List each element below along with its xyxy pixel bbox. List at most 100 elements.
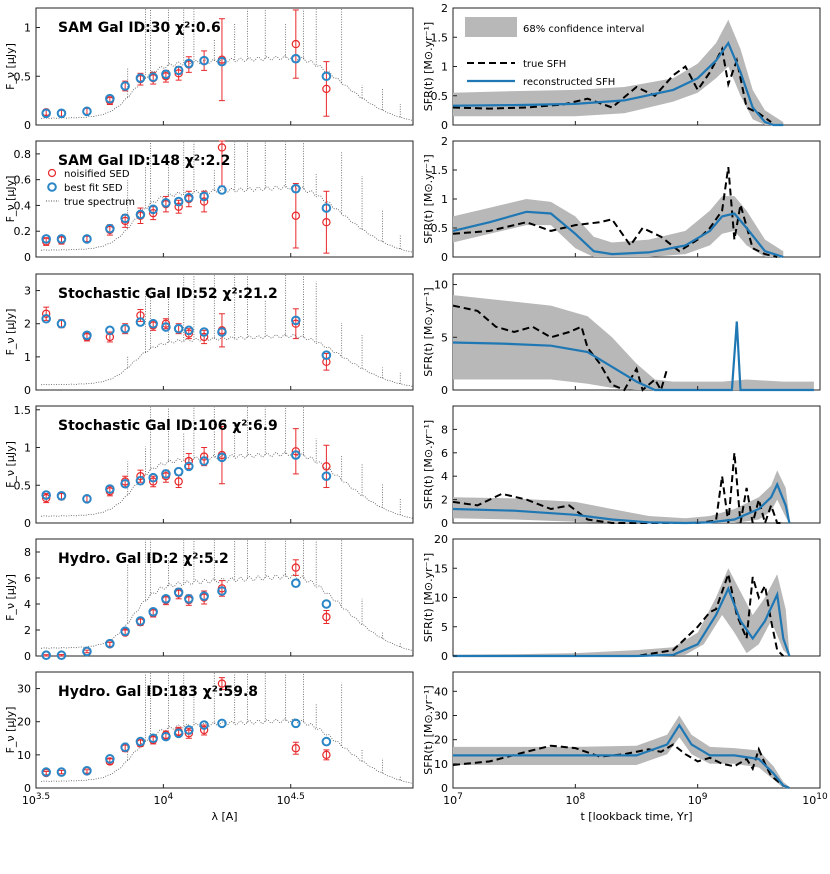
sed-panel: 0 10 20 30 Hydro. Gal ID:183 χ²:59.8 F_ν [μJy…	[4, 671, 414, 795]
confidence-band	[453, 19, 784, 126]
noisified-point	[291, 319, 301, 328]
sed-panel-title: Hydro. Gal ID:183 χ²:59.8	[58, 684, 258, 700]
sfh-ytick-label: 15	[434, 562, 448, 575]
true-spectrum-line	[41, 451, 413, 519]
noisified-point	[322, 612, 331, 622]
sed-ylabel: F_ν [μJy]	[4, 574, 17, 621]
bestfit-point	[291, 183, 301, 194]
sfh-ytick-label: 20	[434, 533, 448, 546]
sfh-ytick-label: 8	[441, 423, 448, 436]
sed-xtick-label: 104	[153, 792, 173, 807]
sed-axes-frame	[35, 7, 414, 126]
bestfit-point	[41, 490, 51, 500]
bestfit-point	[135, 616, 146, 626]
sed-ytick-label: 6	[24, 572, 31, 585]
sfh-ytick-label: 6	[441, 447, 448, 460]
sed-ytick-label: 3	[24, 285, 31, 298]
bestfit-point	[82, 765, 92, 776]
bestfit-point	[105, 325, 115, 336]
sfh-ylabel: SFR(t) [M⊙.yr⁻¹]	[422, 553, 435, 642]
sed-ytick-label: 0	[24, 517, 31, 530]
noisified-point	[291, 744, 301, 753]
bestfit-point	[173, 728, 184, 739]
noisified-point	[184, 329, 194, 338]
bestfit-point	[291, 578, 301, 589]
bestfit-point	[41, 767, 51, 777]
bestfit-point	[173, 466, 184, 477]
sed-ytick-label: 0.5	[14, 479, 32, 492]
bestfit-point	[321, 736, 332, 747]
noisified-point	[199, 332, 209, 342]
reconstructed-sfh-line	[453, 723, 790, 790]
bestfit-point	[148, 472, 158, 483]
sed-ytick-label: 2	[24, 318, 31, 331]
bestfit-point	[184, 461, 194, 472]
bestfit-point	[173, 587, 184, 598]
bestfit-point	[82, 494, 92, 504]
sed-panel: 0 0.5 1 SAM Gal ID:30 χ²:0.6 F_ν [μJy]	[4, 7, 414, 132]
noisified-point	[217, 679, 227, 688]
sed-ytick-label: 10	[17, 749, 31, 762]
bestfit-point	[184, 58, 194, 69]
sfh-ytick-label: 20	[434, 734, 448, 747]
sed-ylabel: F_ν [μJy]	[4, 441, 17, 488]
sed-ylabel: F_ν [μJy]	[4, 176, 17, 223]
bestfit-point	[56, 650, 67, 661]
bestfit-point	[161, 322, 171, 332]
sfh-xtick-label: 108	[565, 792, 585, 807]
sfh-ytick-label: 10	[434, 279, 448, 292]
bestfit-point	[217, 185, 227, 195]
sfh-legend: 68% confidence interval true SFH reconstru…	[465, 17, 644, 88]
bestfit-point	[135, 736, 146, 747]
sed-axes-frame	[35, 273, 414, 391]
bestfit-point	[321, 71, 332, 82]
sed-ytick-label: 30	[17, 683, 31, 696]
sfh-axes-frame	[452, 671, 821, 789]
sed-ylabel: F_ν [μJy]	[4, 707, 17, 754]
bestfit-point	[217, 586, 227, 596]
confidence-band	[453, 295, 814, 390]
noisified-point	[322, 462, 331, 471]
noisified-point	[291, 211, 301, 220]
x-axes: 103.5 104 104.5 107 108 109 1010 λ [A] t [lookba…	[22, 792, 828, 823]
bestfit-point	[56, 767, 67, 777]
noisified-point	[217, 143, 227, 152]
bestfit-point	[56, 108, 67, 119]
bestfit-point	[161, 594, 171, 604]
bestfit-point	[199, 191, 209, 202]
noisified-point	[174, 477, 183, 486]
bestfit-point	[82, 234, 92, 244]
bestfit-point	[217, 327, 227, 337]
bestfit-point	[161, 69, 171, 80]
noisified-point	[199, 197, 209, 206]
bestfit-point	[105, 484, 115, 494]
sed-panel-title: Hydro. Gal ID:2 χ²:5.2	[58, 551, 229, 567]
sed-ytick-label: 2	[24, 624, 31, 637]
sfh-ytick-label: 1	[441, 193, 448, 206]
sfh-ytick-label: 0	[441, 119, 448, 132]
confidence-band	[453, 196, 784, 257]
sfh-ytick-label: 1.5	[431, 164, 449, 177]
sed-panel: 0 0.2 0.4 0.6 0.8 SAM Gal ID:148 χ²:2.2 F_ν [μ…	[4, 140, 414, 264]
bestfit-point	[321, 350, 332, 361]
noisified-point	[161, 319, 171, 328]
sed-panel: 0 0.5 1 1.5 Stochastic Gal ID:106 χ²:6.9 F_ν …	[4, 404, 414, 530]
sed-ytick-label: 20	[17, 716, 31, 729]
bestfit-point	[120, 323, 130, 334]
sed-ylabel: F_ν [μJy]	[4, 43, 17, 90]
true-sfh-line	[452, 166, 778, 258]
reconstructed-sfh-line	[453, 585, 791, 658]
reconstructed-sfh-line	[452, 40, 784, 127]
sfh-ytick-label: 40	[434, 685, 448, 698]
sfh-ylabel: SFR(t) [M⊙.yr⁻¹]	[422, 420, 435, 509]
sfh-ytick-label: 0	[441, 782, 448, 795]
sfh-ytick-label: 0.5	[431, 90, 449, 103]
bestfit-point	[105, 638, 115, 649]
sfh-ylabel: SFR(t) [M⊙.yr⁻¹]	[422, 22, 435, 111]
legend-noisified-marker	[47, 168, 57, 178]
sed-xtick-label: 103.5	[22, 792, 50, 807]
sed-ytick-label: 0.2	[14, 225, 32, 238]
bestfit-point	[120, 626, 130, 637]
